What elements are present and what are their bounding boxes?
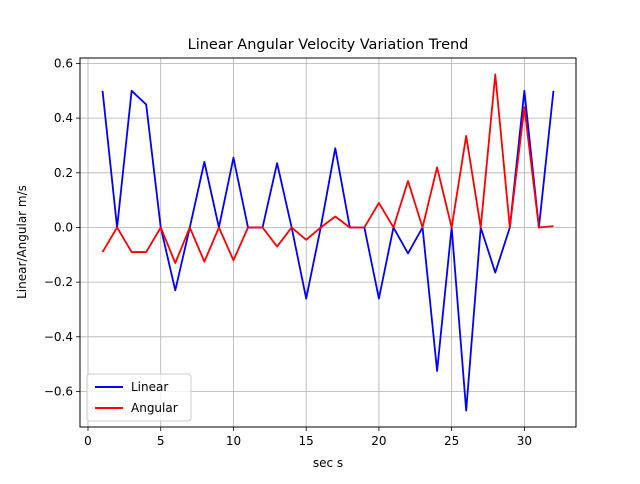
x-tick-label: 20 [371,434,386,448]
y-tick-label: 0.0 [54,220,73,234]
x-tick-label: 25 [444,434,459,448]
axis-ticks: 0 5 10 15 20 25 30 −0.6 −0.4 −0.2 0.0 0.2 0.4 0.6 [44,56,532,448]
y-axis-label: Linear/Angular m/s [15,185,29,299]
series-line-linear [101,89,555,412]
x-tick-label: 10 [226,434,241,448]
legend-label-angular: Angular [131,401,178,415]
legend-box [86,373,192,422]
x-tick-label: 15 [299,434,314,448]
plot-frame [79,57,577,428]
legend-label-linear: Linear [131,380,168,394]
series-line-angular [101,73,554,264]
y-tick-label: 0.4 [54,111,73,125]
y-tick-label: 0.2 [54,166,73,180]
y-tick-label: −0.6 [44,384,73,398]
x-tick-label: 30 [517,434,532,448]
y-tick-label: −0.4 [44,330,73,344]
x-tick-label: 5 [157,434,165,448]
x-tick-label: 0 [84,434,92,448]
chart-title: Linear Angular Velocity Variation Trend [188,37,469,53]
y-tick-label: 0.6 [54,56,73,70]
y-tick-label: −0.2 [44,275,73,289]
legend: Linear Angular [86,373,192,422]
series-lines [101,73,555,412]
x-axis-label: sec s [313,456,343,470]
